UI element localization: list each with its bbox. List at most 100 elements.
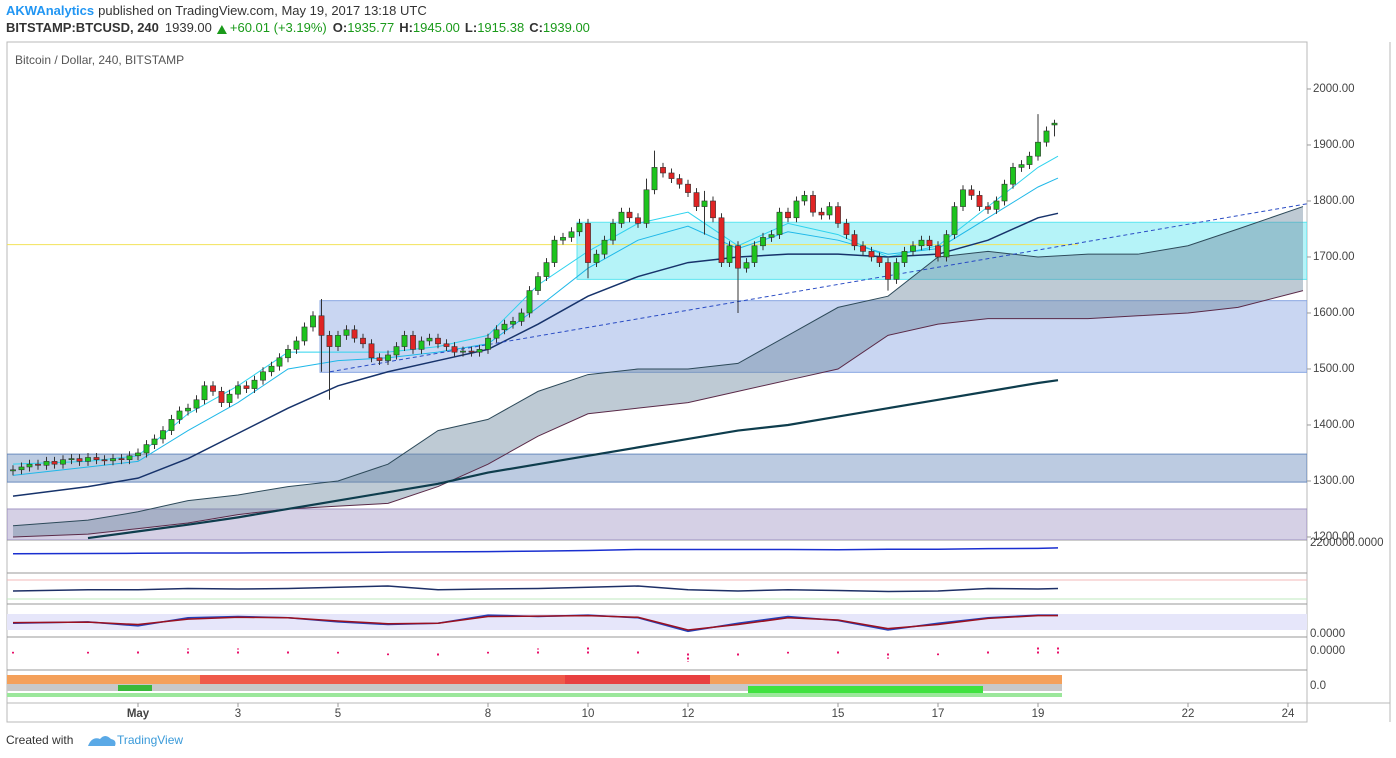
candle-body [793, 200, 800, 219]
strip [7, 693, 1062, 697]
candle-body [226, 393, 233, 403]
candle-body [285, 349, 291, 359]
candle-body [401, 335, 408, 347]
candle-body [885, 262, 891, 280]
published: published on TradingView.com, May 19, 20… [98, 3, 427, 18]
x-tick-label: 15 [832, 708, 845, 720]
candle-body [993, 200, 1000, 210]
candle-body [760, 237, 766, 247]
candle-body [701, 200, 708, 207]
candle-body [951, 206, 958, 235]
candle-body [335, 335, 341, 347]
candle-body [926, 239, 933, 247]
candle-body [301, 326, 308, 342]
candle-body [910, 245, 916, 252]
last-price: 1939.00 [165, 20, 212, 35]
candle-body [1043, 130, 1050, 143]
strip [7, 684, 1062, 691]
candle-body [343, 329, 350, 336]
candle-body [460, 350, 466, 353]
candle-body [143, 444, 150, 454]
symbol: BITSTAMP:BTCUSD, 240 [6, 20, 159, 35]
candle-body [510, 321, 516, 325]
change: +60.01 (+3.19%) [230, 20, 327, 35]
candle-body [10, 469, 16, 472]
tradingview-logo [88, 736, 116, 746]
candle-body [660, 167, 666, 174]
candle-body [251, 379, 258, 389]
heat-strips [7, 675, 1062, 697]
strip [200, 675, 710, 684]
y-tick-label: 1200.00 [1313, 531, 1355, 543]
x-tick-label: 24 [1282, 708, 1295, 720]
candle-body [418, 340, 425, 350]
candle-body [643, 189, 650, 224]
candle-body [860, 245, 866, 252]
candle-body [810, 195, 816, 213]
footer-brand[interactable]: TradingView [117, 733, 183, 747]
candle-body [351, 329, 358, 339]
candle-body [493, 329, 500, 339]
candle-body [918, 239, 925, 247]
moving-average [87, 379, 1059, 540]
candle-body [601, 239, 608, 255]
candle-body [876, 256, 883, 263]
x-tick-label: 22 [1182, 708, 1195, 720]
candle-body [576, 223, 583, 233]
candle-body [168, 419, 175, 431]
candle-body [835, 206, 841, 224]
candle-body [260, 371, 266, 381]
candle-body [785, 211, 791, 219]
indicator-line [12, 585, 1059, 593]
candle-body [360, 337, 366, 345]
candle-body [818, 211, 825, 216]
candle-body [618, 211, 625, 224]
candle-body [101, 459, 108, 462]
candle-body [685, 183, 691, 193]
candle-body [26, 463, 33, 468]
logo-cloud [88, 736, 116, 746]
candle-body [626, 211, 633, 219]
candle-body [568, 231, 575, 238]
candle-body [1010, 167, 1016, 185]
candle-body [268, 365, 275, 373]
x-tick-label: 3 [235, 708, 241, 720]
candle-body [410, 335, 416, 350]
strip [118, 685, 152, 691]
candle-body [935, 245, 941, 258]
candle-body [635, 217, 641, 224]
footer-text: Created with [6, 733, 73, 747]
candle-body [326, 335, 333, 347]
candle-body [976, 195, 983, 207]
c-value: 1939.00 [543, 20, 590, 35]
y-tick-label: 1300.00 [1313, 475, 1355, 487]
l-label: L: [465, 20, 477, 35]
candle-body [943, 234, 950, 258]
candle-body [960, 189, 966, 207]
publisher[interactable]: AKWAnalytics [6, 3, 94, 18]
candle-body [776, 211, 783, 235]
candle-body [560, 237, 566, 241]
candle-body [543, 262, 550, 277]
candle-body [35, 463, 41, 466]
indicator-line [12, 614, 1058, 631]
candle-body [193, 399, 200, 409]
h-value: 1945.00 [413, 20, 460, 35]
y-tick-label: 1500.00 [1313, 363, 1355, 375]
y-tick-label: 1600.00 [1313, 307, 1355, 319]
candle-body [85, 457, 91, 462]
candle-body [593, 253, 600, 263]
candle-body [426, 337, 433, 342]
y-tick-label: 1700.00 [1313, 251, 1355, 263]
candle-body [668, 172, 675, 179]
candle-body [843, 223, 850, 235]
cloud-bottom [12, 290, 1304, 538]
x-tick-label: 17 [932, 708, 945, 720]
candle-body [735, 245, 741, 269]
candle-body [868, 251, 875, 258]
candle-body [743, 262, 750, 269]
zone [7, 453, 1307, 483]
candle-body [985, 206, 991, 210]
candle-body [551, 239, 558, 263]
y-tick-label: 2000.00 [1313, 83, 1355, 95]
